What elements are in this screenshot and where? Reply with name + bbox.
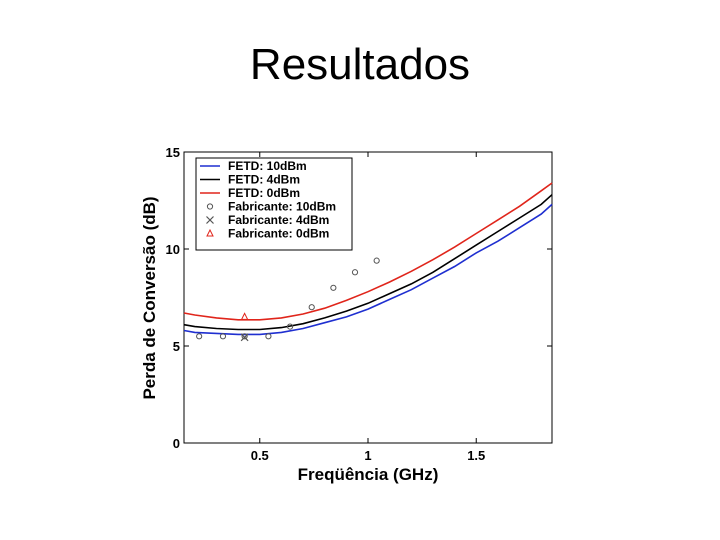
data-point-circle	[219, 333, 227, 340]
data-point-circle	[351, 269, 359, 276]
legend-marker-x-stroke	[206, 216, 214, 224]
x-tick-label: 1	[364, 448, 371, 463]
data-point-circle	[308, 304, 315, 311]
x-tick-label: 0.5	[251, 448, 269, 463]
y-tick-label: 15	[166, 145, 180, 160]
axis-ticks: 0.5 1 1.5 0 5 10 15	[166, 145, 552, 463]
series-line	[183, 203, 553, 336]
data-point-x	[240, 333, 249, 342]
legend-marker-x	[206, 216, 214, 224]
x-axis-title: Freqüência (GHz)	[298, 465, 439, 484]
data-point-triangle	[240, 312, 249, 320]
y-tick-label: 0	[173, 436, 180, 451]
y-tick-label: 10	[166, 242, 180, 257]
data-point-circle	[241, 333, 248, 340]
legend-label: FETD: 10dBm	[228, 159, 307, 173]
slide-title: Resultados	[249, 40, 471, 89]
legend-box	[195, 157, 353, 251]
legend-label: FETD: 4dBm	[228, 173, 300, 187]
legend-label: Fabricante: 4dBm	[228, 213, 329, 227]
data-point-circle	[286, 323, 294, 330]
data-point-x-stroke	[240, 333, 249, 342]
legend-label: Fabricante: 10dBm	[228, 200, 336, 214]
legend-label: FETD: 0dBm	[228, 186, 300, 200]
data-point-circle	[373, 257, 380, 264]
data-point-circle	[330, 284, 337, 291]
series-line	[183, 182, 553, 321]
y-axis-title: Perda de Conversão (dB)	[140, 196, 159, 399]
data-point-circle	[196, 333, 203, 340]
legend-marker-triangle	[206, 228, 214, 237]
x-tick-label: 1.5	[467, 448, 485, 463]
series-group	[183, 182, 553, 342]
legend-marker-circle	[206, 203, 214, 210]
legend-label: Fabricante: 0dBm	[228, 227, 329, 241]
data-point-circle	[265, 333, 272, 340]
y-tick-label: 5	[173, 339, 180, 354]
series-line	[183, 194, 553, 331]
